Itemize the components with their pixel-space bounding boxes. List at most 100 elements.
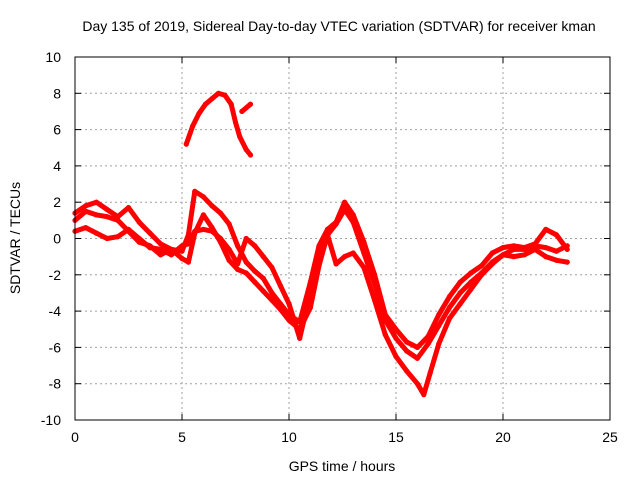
- data-point: [222, 92, 228, 98]
- x-tick-label: 10: [281, 429, 297, 445]
- data-point: [393, 326, 399, 332]
- data-point: [136, 235, 142, 242]
- data-point: [217, 210, 224, 216]
- data-point: [425, 333, 431, 340]
- data-point: [479, 272, 485, 278]
- data-point: [93, 199, 99, 205]
- data-point: [350, 250, 356, 256]
- series-track-c: [72, 225, 570, 398]
- axis-ticks: 0 5 10 15 20 25 -10 -8 -6 -4 -2 0 2 4 6 8 10: [41, 49, 618, 445]
- data-point: [421, 392, 427, 398]
- y-tick-label: 10: [45, 49, 61, 65]
- data-point: [500, 245, 506, 251]
- data-point: [104, 235, 110, 242]
- data-point: [232, 119, 239, 125]
- data-point: [179, 255, 185, 262]
- data-point: [260, 288, 266, 294]
- data-point: [202, 101, 209, 107]
- data-point: [479, 263, 485, 269]
- data-point: [372, 272, 378, 278]
- y-tick-label: 8: [53, 85, 61, 101]
- data-point: [286, 317, 292, 323]
- data-point: [342, 199, 348, 205]
- data-point: [350, 212, 356, 218]
- data-point: [564, 246, 570, 252]
- data-point: [316, 250, 322, 256]
- data-point: [158, 241, 164, 247]
- data-point: [543, 245, 549, 251]
- series-track-d: [183, 90, 253, 158]
- data-point: [446, 294, 453, 300]
- data-point: [125, 226, 132, 232]
- data-point: [147, 245, 153, 251]
- data-point: [414, 381, 420, 387]
- data-point: [382, 332, 388, 338]
- data-point: [297, 335, 303, 341]
- data-point: [136, 219, 142, 225]
- y-tick-label: -8: [49, 376, 62, 392]
- data-point: [521, 245, 528, 251]
- data-point: [393, 335, 399, 341]
- data-point: [235, 243, 241, 249]
- data-point: [553, 248, 560, 254]
- grid: [75, 57, 610, 420]
- data-point: [342, 254, 348, 260]
- data-point: [286, 301, 292, 307]
- data-point: [185, 241, 191, 247]
- data-point: [277, 301, 283, 307]
- data-point: [235, 266, 241, 272]
- data-point: [489, 250, 495, 256]
- data-point: [457, 290, 463, 296]
- data-point: [414, 344, 420, 350]
- y-tick-label: -6: [49, 339, 62, 355]
- data-point: [414, 355, 420, 361]
- data-point: [511, 243, 517, 249]
- data-point: [243, 147, 249, 153]
- data-point: [83, 225, 89, 231]
- data-point: [196, 110, 202, 116]
- data-point: [532, 246, 538, 252]
- data-point: [260, 254, 266, 260]
- data-point: [93, 212, 99, 218]
- data-point: [372, 297, 378, 303]
- data-point: [192, 228, 198, 234]
- data-point: [553, 232, 560, 238]
- data-point: [446, 304, 453, 311]
- data-point: [446, 315, 453, 321]
- data-point: [104, 206, 110, 213]
- y-tick-label: -2: [49, 267, 62, 283]
- data-point: [393, 353, 399, 360]
- data-point: [404, 348, 410, 354]
- data-point: [269, 264, 275, 271]
- data-point: [228, 101, 234, 107]
- data-point: [269, 297, 275, 303]
- y-tick-label: -4: [49, 303, 62, 319]
- data-point: [427, 370, 433, 376]
- data-point: [209, 96, 215, 102]
- data-point: [564, 259, 570, 265]
- series-track-a: [72, 199, 570, 361]
- data-point: [500, 252, 506, 258]
- data-point: [83, 208, 89, 214]
- y-axis-label: SDTVAR / TECUs: [7, 182, 23, 294]
- data-point: [115, 234, 121, 240]
- data-point: [324, 226, 331, 232]
- data-point: [247, 152, 254, 158]
- data-point: [532, 241, 538, 247]
- y-tick-label: -10: [41, 412, 61, 428]
- data-point: [457, 301, 463, 307]
- data-point: [468, 270, 474, 276]
- data-point: [252, 243, 258, 249]
- data-point: [226, 246, 232, 252]
- y-tick-label: 0: [53, 231, 61, 247]
- data-point: [183, 141, 189, 147]
- data-point: [436, 323, 442, 329]
- data-point: [521, 252, 528, 258]
- data-point: [226, 257, 232, 263]
- data-point: [333, 219, 339, 225]
- data-point: [511, 254, 517, 260]
- data-point: [200, 194, 206, 200]
- data-point: [543, 226, 549, 232]
- data-series: [72, 90, 570, 398]
